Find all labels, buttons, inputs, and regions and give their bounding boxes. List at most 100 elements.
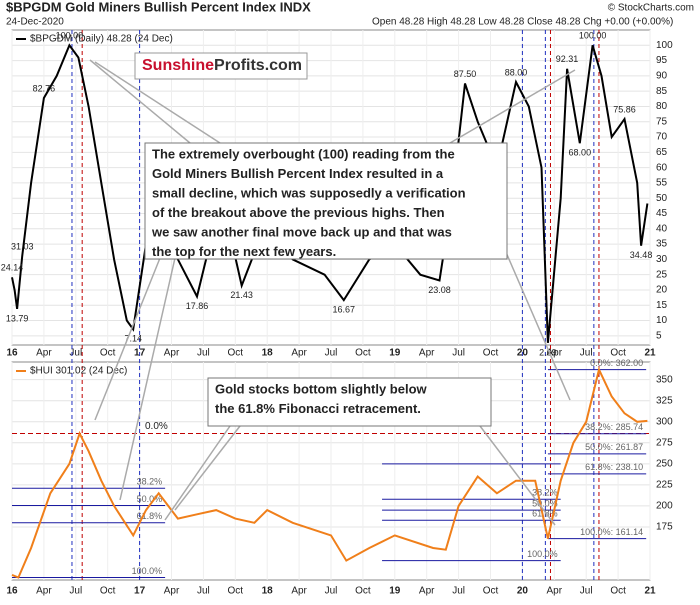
fib-label: 38.2%: 285.74 (585, 422, 643, 432)
legend-entry: $HUI 301.02 (24 Dec) (30, 366, 127, 377)
fib-label: 38.2% (532, 488, 558, 498)
y-tick-label: 70 (656, 132, 668, 143)
y-tick-label: 10 (656, 315, 668, 326)
reference-label: 0.0% (145, 421, 168, 432)
value-label: 2.69 (539, 347, 557, 357)
callout-pointer (119, 257, 176, 501)
x-tick-label: Oct (100, 586, 116, 597)
fib-label: 61.8% (532, 509, 558, 519)
x-tick-label: Jul (197, 348, 210, 359)
x-tick-label: Jul (452, 586, 465, 597)
value-label: 16.67 (332, 305, 355, 315)
date: 24-Dec-2020 (6, 17, 64, 28)
y-tick-label: 80 (656, 101, 668, 112)
y-tick-label: 50 (656, 193, 668, 204)
y-tick-label: 30 (656, 254, 668, 265)
value-label: 82.76 (33, 83, 56, 93)
y-tick-label: 55 (656, 178, 668, 189)
x-tick-label: Oct (483, 586, 499, 597)
y-tick-label: 45 (656, 208, 668, 219)
x-tick-label: Apr (419, 348, 435, 359)
x-tick-label: Apr (547, 348, 563, 359)
y-tick-label: 250 (656, 458, 673, 469)
callout-pointer (504, 249, 571, 401)
callout-pointer (174, 425, 241, 511)
y-tick-label: 75 (656, 116, 668, 127)
x-tick-label: Apr (291, 586, 307, 597)
x-tick-label: Jul (452, 348, 465, 359)
x-tick-label: 16 (6, 586, 18, 597)
title: $BPGDM Gold Miners Bullish Percent Index… (6, 0, 311, 14)
callout-line: Gold stocks bottom slightly below (215, 381, 428, 396)
y-tick-label: 175 (656, 522, 673, 533)
x-tick-label: Oct (100, 348, 116, 359)
value-label: 100.00 (56, 31, 84, 41)
y-tick-label: 60 (656, 162, 668, 173)
callout-line: of the breakout above the previous highs… (152, 205, 445, 220)
legend-entry: $BPGDM (Daily) 48.28 (24 Dec) (30, 34, 173, 45)
x-tick-label: 18 (262, 586, 274, 597)
fib-label: 61.8% (137, 511, 163, 521)
x-tick-label: 21 (644, 586, 656, 597)
callout-pointer (94, 257, 161, 421)
x-tick-label: Oct (610, 586, 626, 597)
logo-box (134, 52, 308, 80)
fib-label: 50.0%: 261.87 (585, 442, 643, 452)
x-tick-label: Apr (547, 586, 563, 597)
callout-line: the 61.8% Fibonacci retracement. (215, 401, 421, 416)
y-tick-label: 325 (656, 395, 673, 406)
y-tick-label: 25 (656, 269, 668, 280)
value-label: 24.14 (1, 263, 24, 273)
x-tick-label: 21 (644, 348, 656, 359)
x-tick-label: Apr (419, 586, 435, 597)
value-label: 17.86 (186, 301, 209, 311)
callout: The extremely overbought (100) reading f… (151, 146, 466, 259)
value-label: 31.03 (11, 242, 34, 252)
value-label: 23.08 (428, 285, 451, 295)
y-tick-label: 200 (656, 501, 673, 512)
x-tick-label: Oct (228, 348, 244, 359)
fib-label: 100.0% (527, 549, 558, 559)
y-tick-label: 225 (656, 480, 673, 491)
y-tick-label: 5 (656, 330, 662, 341)
x-tick-label: Apr (164, 348, 180, 359)
x-tick-label: Oct (483, 348, 499, 359)
value-label: 21.43 (230, 290, 253, 300)
x-tick-label: Oct (610, 348, 626, 359)
value-label: 7.14 (124, 334, 142, 344)
x-tick-label: Apr (36, 348, 52, 359)
y-tick-label: 275 (656, 437, 673, 448)
y-tick-label: 15 (656, 300, 668, 311)
y-tick-label: 100 (656, 40, 673, 51)
callout-line: we saw another final move back up and th… (151, 224, 452, 239)
value-label: 87.50 (454, 69, 477, 79)
fib-label: 50.0% (532, 499, 558, 509)
credit: © StockCharts.com (608, 3, 694, 14)
value-label: 88.00 (505, 67, 528, 77)
series-line (11, 43, 649, 343)
value-label: 92.31 (556, 54, 579, 64)
callout-pointer (449, 69, 576, 144)
value-label: 100.00 (579, 31, 607, 41)
value-label: 68.00 (569, 148, 592, 158)
callout-line: small decline, which was supposedly a ve… (152, 185, 466, 200)
callout-line: The extremely overbought (100) reading f… (152, 146, 455, 161)
value-label: 13.79 (6, 313, 29, 323)
callout: Gold stocks bottom slightly below the 61.… (215, 381, 428, 416)
fib-label: 38.2% (137, 477, 163, 487)
fib-label: 100.0%: 161.14 (580, 527, 643, 537)
x-tick-label: Jul (197, 586, 210, 597)
x-tick-label: 18 (262, 348, 274, 359)
x-tick-label: 17 (134, 586, 146, 597)
x-tick-label: Apr (36, 586, 52, 597)
y-tick-label: 20 (656, 285, 668, 296)
x-tick-label: Jul (69, 348, 82, 359)
x-tick-label: Jul (580, 348, 593, 359)
callout-pointer (94, 61, 221, 144)
y-tick-label: 35 (656, 239, 668, 250)
callout-pointer (479, 425, 556, 526)
fib-label: 0.0%: 362.00 (590, 358, 643, 368)
callout-pointer (89, 59, 191, 144)
callout-line: Gold Miners Bullish Percent Index result… (152, 166, 444, 181)
fib-label: 61.8%: 238.10 (585, 462, 643, 472)
